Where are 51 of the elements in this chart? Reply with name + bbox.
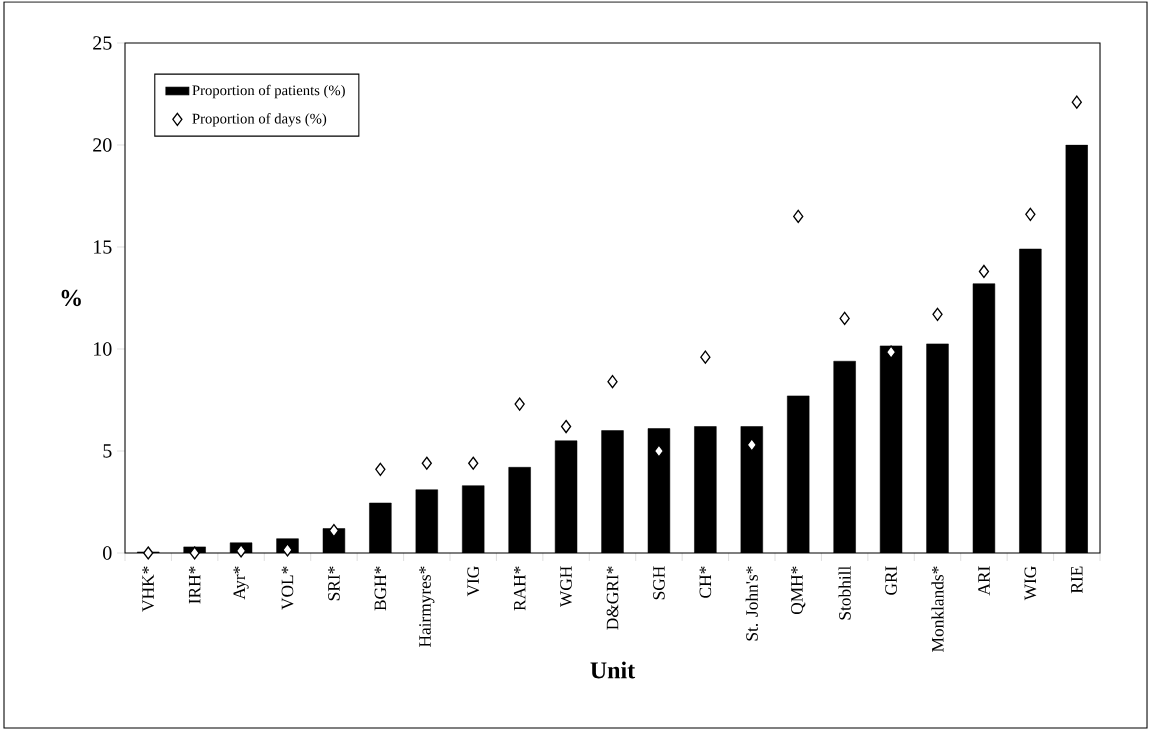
point [468,456,479,470]
y-tick-label: 5 [103,444,112,458]
legend-label: Proportion of patients (%) [192,84,345,99]
x-tick-label: VHK* [142,566,155,612]
y-tick-label: 15 [94,240,112,254]
point [421,456,432,470]
x-tick-label: St. John's* [745,566,758,641]
point [793,209,804,224]
x-tick-label: CH* [699,566,712,598]
x-tick-label: GRI [885,566,897,595]
point [746,438,757,452]
x-tick-label: VOL* [281,566,294,610]
point [514,397,525,411]
point [885,345,897,359]
x-tick-label: WIG [1024,566,1037,601]
x-tick-label: SGH [653,566,665,600]
x-tick-label: QMH* [791,566,806,615]
legend-label: Proportion of days (%) [192,113,327,127]
point [328,523,340,538]
point [1071,95,1082,109]
x-axis-title: Unit [590,661,636,679]
x-tick-label: IRH* [188,566,201,604]
y-tick-label: 20 [93,138,112,152]
x-tick-label: Stobhill [838,566,851,620]
point [143,546,154,560]
point [560,419,572,434]
point [978,264,990,279]
x-tick-label: D&GRI* [606,566,619,630]
x-tick-label: BGH* [374,566,387,611]
x-tick-label: ARI [978,566,990,596]
point [653,444,665,458]
point [607,374,618,389]
point [839,311,850,326]
y-tick-label: 10 [94,342,112,356]
point [375,462,386,477]
y-axis-title: % [61,289,81,307]
x-tick-label: VIG [467,566,480,597]
x-tick-label: RAH* [513,566,526,611]
x-tick-label: WGH [560,566,572,608]
point [932,307,943,321]
point [1025,207,1036,222]
x-tick-label: Monklands* [931,566,944,652]
point [235,544,247,558]
point [700,350,711,364]
x-tick-label: Ayr* [233,566,249,600]
x-tick-label: SRI* [328,566,340,601]
x-tick-label: Hairmyres* [419,566,435,648]
y-tick-label: 0 [103,546,112,560]
point [189,546,200,560]
x-tick-label: RIE [1071,566,1083,594]
y-tick-label: 25 [93,36,112,50]
